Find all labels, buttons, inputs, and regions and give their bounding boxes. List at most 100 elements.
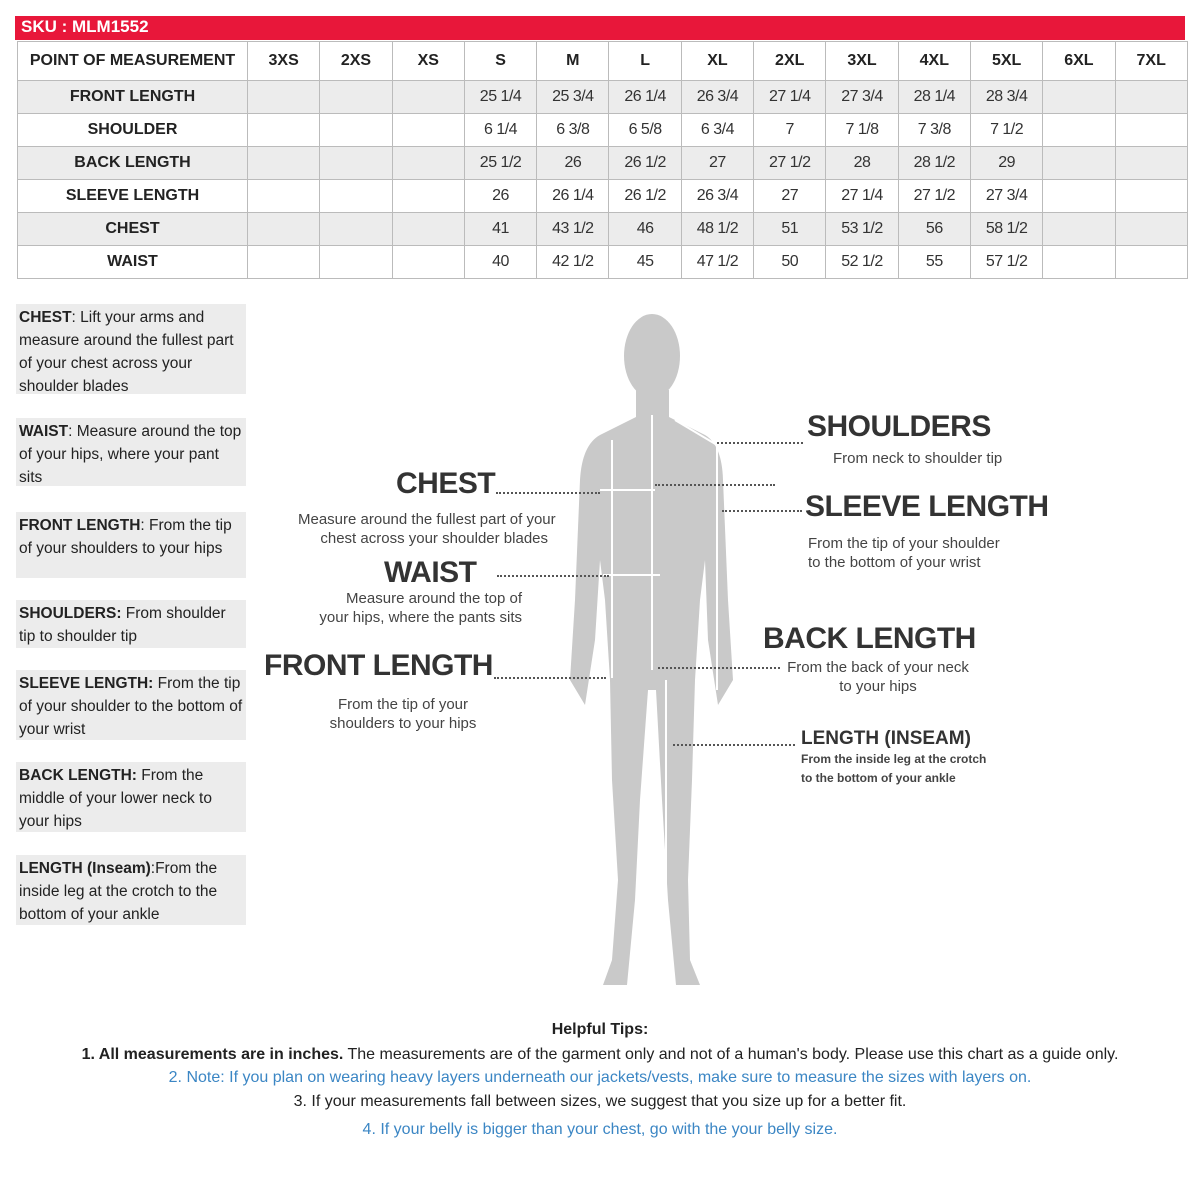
table-cell: 26 1/2 <box>608 179 682 213</box>
table-cell: 28 3/4 <box>969 80 1044 114</box>
table-cell: 25 1/4 <box>463 80 538 114</box>
table-cell <box>391 245 465 279</box>
table-cell: 43 1/2 <box>536 212 610 246</box>
header-size: 5XL <box>969 41 1044 81</box>
table-cell: 53 1/2 <box>825 212 899 246</box>
table-cell <box>319 212 393 246</box>
header-size: S <box>463 41 538 81</box>
table-cell: 57 1/2 <box>969 245 1044 279</box>
table-cell: 25 3/4 <box>536 80 610 114</box>
table-cell: 46 <box>608 212 682 246</box>
tip-4: 4. If your belly is bigger than your che… <box>362 1121 838 1138</box>
back-length-title: BACK LENGTH <box>763 622 976 655</box>
sku-banner: SKU : MLM1552 <box>15 16 1185 40</box>
table-cell <box>319 80 393 114</box>
inseam-leader <box>673 744 795 746</box>
chest-title: CHEST <box>396 467 496 500</box>
measurement-note: LENGTH (Inseam):From the inside leg at t… <box>16 855 246 925</box>
note-text: : From the tip of your shoulders to your… <box>19 517 232 557</box>
tip-1: 1. All measurements are in inches. The m… <box>81 1046 1119 1063</box>
table-cell: 27 1/4 <box>825 179 899 213</box>
table-cell <box>391 80 465 114</box>
table-cell: 27 1/2 <box>753 146 827 180</box>
table-cell <box>1042 146 1116 180</box>
front-length-title: FRONT LENGTH <box>264 649 493 682</box>
table-cell <box>1042 80 1116 114</box>
table-cell: 56 <box>897 212 971 246</box>
note-term: BACK LENGTH: <box>19 767 137 784</box>
waist-desc: Measure around the top of your hips, wher… <box>319 590 522 626</box>
note-text: From the tip of your shoulder to the bot… <box>19 675 243 738</box>
table-cell <box>319 179 393 213</box>
table-cell: 27 3/4 <box>825 80 899 114</box>
table-cell <box>1114 179 1188 213</box>
header-size: XS <box>391 41 465 81</box>
shoulder-line-leader <box>655 484 775 486</box>
table-cell: 25 1/2 <box>463 146 538 180</box>
table-row: SHOULDER 6 1/4 6 3/8 6 5/8 6 3/4 7 7 1/8 7 3/8 7… <box>17 113 1188 147</box>
waist-leader <box>497 575 609 577</box>
table-cell <box>1042 245 1116 279</box>
table-cell <box>246 146 321 180</box>
table-cell <box>246 245 321 279</box>
sleeve-desc: From the tip of your shoulder to the bott… <box>808 535 1000 571</box>
shoulders-leader <box>717 442 803 444</box>
table-cell: 27 <box>680 146 755 180</box>
shoulders-title: SHOULDERS <box>807 410 991 443</box>
waist-title: WAIST <box>384 556 477 589</box>
table-cell <box>391 212 465 246</box>
row-label: SLEEVE LENGTH <box>17 179 248 213</box>
table-cell: 26 1/4 <box>536 179 610 213</box>
measurement-note: FRONT LENGTH: From the tip of your shoul… <box>16 512 246 578</box>
table-cell <box>1114 146 1188 180</box>
note-term: CHEST <box>19 309 72 326</box>
header-size: 7XL <box>1114 41 1188 81</box>
tip-3: 3. If your measurements fall between siz… <box>293 1093 907 1110</box>
note-text: From shoulder tip to shoulder tip <box>19 605 226 645</box>
table-cell: 50 <box>753 245 827 279</box>
table-cell: 40 <box>463 245 538 279</box>
table-row: FRONT LENGTH 25 1/4 25 3/4 26 1/4 26 3/4 27 1… <box>17 80 1188 114</box>
table-cell <box>319 146 393 180</box>
row-label: BACK LENGTH <box>17 146 248 180</box>
row-label: FRONT LENGTH <box>17 80 248 114</box>
note-term: WAIST <box>19 423 69 440</box>
size-chart-table: POINT OF MEASUREMENT 3XS 2XS XS S M L XL 2XL 3XL 4… <box>17 41 1188 279</box>
back-length-leader <box>658 667 780 669</box>
table-cell: 58 1/2 <box>969 212 1044 246</box>
note-term: SHOULDERS: <box>19 605 122 622</box>
table-cell: 6 5/8 <box>608 113 682 147</box>
note-term: FRONT LENGTH <box>19 517 141 534</box>
table-cell <box>246 80 321 114</box>
table-cell: 6 3/4 <box>680 113 755 147</box>
row-label: CHEST <box>17 212 248 246</box>
note-text: : Measure around the top of your hips, w… <box>19 423 242 486</box>
table-cell <box>1114 80 1188 114</box>
table-cell: 7 <box>753 113 827 147</box>
table-cell: 27 1/4 <box>753 80 827 114</box>
table-cell <box>391 179 465 213</box>
header-size: M <box>536 41 610 81</box>
front-length-leader <box>494 677 606 679</box>
measurement-note: WAIST: Measure around the top of your hi… <box>16 418 246 486</box>
tips-title: Helpful Tips: <box>551 1021 649 1038</box>
table-cell <box>1114 212 1188 246</box>
table-cell: 7 1/8 <box>825 113 899 147</box>
note-text: : Lift your arms and measure around the … <box>19 309 234 394</box>
table-header-row: POINT OF MEASUREMENT 3XS 2XS XS S M L XL 2XL 3XL 4… <box>17 41 1188 81</box>
front-length-desc: From the tip of your shoulders to your hi… <box>329 696 477 732</box>
table-cell: 7 1/2 <box>969 113 1044 147</box>
table-cell: 7 3/8 <box>897 113 971 147</box>
header-size: 4XL <box>897 41 971 81</box>
table-cell: 26 3/4 <box>680 179 755 213</box>
table-row: WAIST 40 42 1/2 45 47 1/2 50 52 1/2 55 57 1/2 <box>17 245 1188 279</box>
measurement-note: SLEEVE LENGTH: From the tip of your shou… <box>16 670 246 740</box>
header-size: 3XL <box>825 41 899 81</box>
tip-2: 2. Note: If you plan on wearing heavy la… <box>168 1069 1032 1086</box>
note-text: From the middle of your lower neck to yo… <box>19 767 212 830</box>
chest-desc: Measure around the fullest part of your c… <box>298 511 556 547</box>
table-cell <box>1114 245 1188 279</box>
table-cell: 6 3/8 <box>536 113 610 147</box>
measurement-note: CHEST: Lift your arms and measure around… <box>16 304 246 394</box>
